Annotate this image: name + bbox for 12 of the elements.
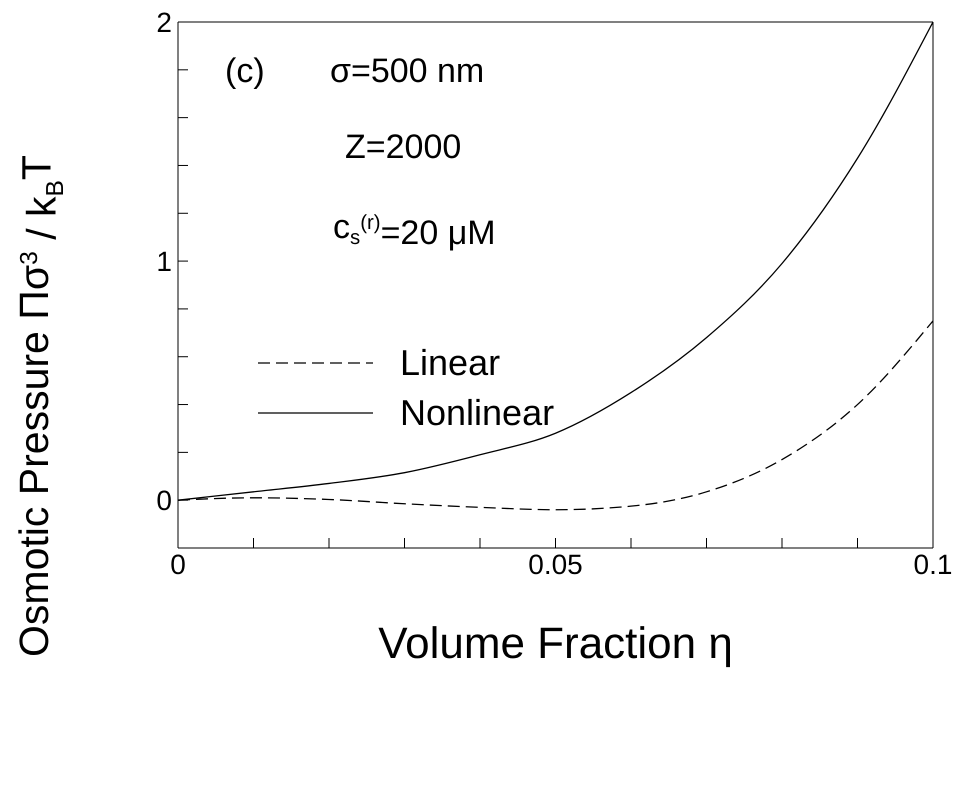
y-tick-label: 2 [156,6,172,38]
y-tick-label: 1 [156,246,172,278]
x-axis-title: Volume Fraction η [378,619,733,668]
y-tick-label: 0 [156,485,172,516]
x-tick-label: 0.1 [914,548,952,580]
annotation: (c) [225,52,265,90]
annotation: c$_{s}$$^{(r)}$=20 μM [333,208,496,252]
annotation: σ=500 nm [330,52,484,90]
x-tick-label: 0.05 [528,548,583,580]
legend-label: Nonlinear [400,392,554,434]
legend-label: Linear [400,342,500,384]
annotation: Z=2000 [345,128,462,166]
